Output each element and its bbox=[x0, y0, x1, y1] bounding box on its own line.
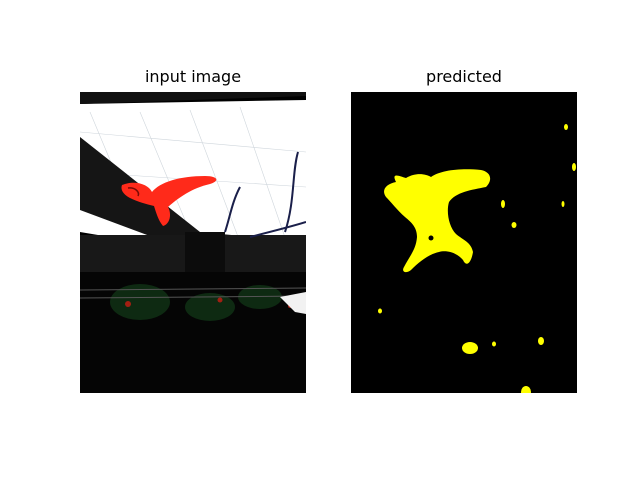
mask-blobs bbox=[378, 124, 576, 393]
foliage bbox=[110, 284, 282, 321]
light-patch bbox=[280, 292, 306, 314]
predicted-mask bbox=[351, 92, 577, 393]
mask-hole bbox=[428, 235, 434, 241]
input-image-title: input image bbox=[144, 67, 242, 86]
top-beam bbox=[80, 92, 306, 104]
red-bird bbox=[121, 176, 217, 226]
fence bbox=[80, 287, 306, 299]
branches bbox=[224, 151, 306, 238]
predicted-title: predicted bbox=[426, 67, 502, 86]
predicted-mask-panel bbox=[351, 92, 577, 393]
input-image-panel bbox=[80, 92, 306, 393]
input-image-photo bbox=[80, 92, 306, 393]
